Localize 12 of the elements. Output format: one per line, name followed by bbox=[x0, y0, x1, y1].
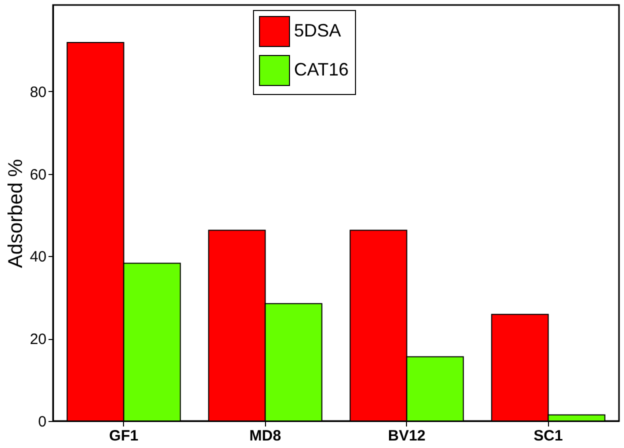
y-tick-label: 80 bbox=[30, 84, 46, 101]
legend-label: 5DSA bbox=[294, 20, 342, 40]
x-tick-label: MD8 bbox=[249, 428, 282, 444]
legend-label: CAT16 bbox=[294, 60, 349, 80]
x-tick-label: GF1 bbox=[109, 428, 138, 444]
y-tick-label: 0 bbox=[38, 414, 46, 430]
y-tick-label: 20 bbox=[30, 331, 46, 348]
y-tick-label: 60 bbox=[30, 166, 46, 184]
y-tick-label: 40 bbox=[30, 248, 46, 266]
x-tick-label: SC1 bbox=[534, 428, 563, 444]
y-axis-title: Adsorbed % bbox=[4, 158, 27, 268]
x-tick-label: BV12 bbox=[388, 428, 426, 444]
